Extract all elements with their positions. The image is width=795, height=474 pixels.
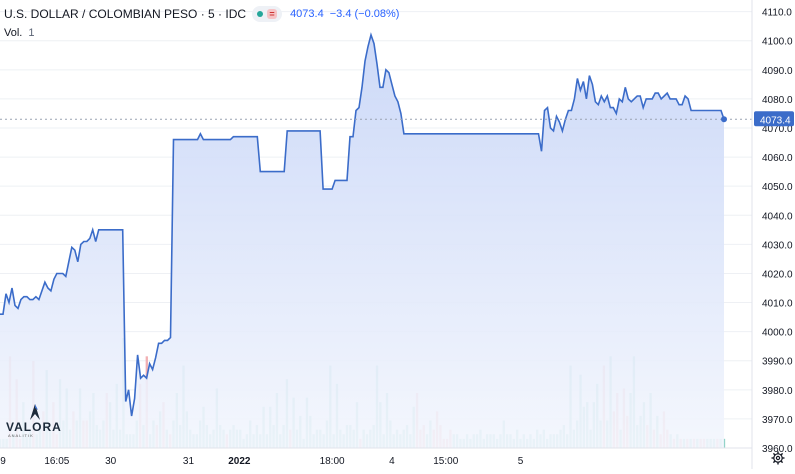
legend-change: −3.4 (−0.08%) [329,8,400,20]
y-tick-label: 4090.0 [762,66,793,77]
valora-logo: VALORA ANALITIK [6,402,66,438]
logo-subtitle: ANALITIK [8,433,34,438]
y-tick-label: 4070.0 [762,124,793,135]
market-open-dot-icon [257,11,264,17]
y-tick-label: 3980.0 [762,386,793,397]
x-tick-label: 31 [183,456,195,467]
y-tick-label: 4110.0 [762,8,792,19]
y-tick-label: 4100.0 [762,37,793,48]
data-delay-icon: = [267,9,278,19]
x-tick-label: 15:00 [433,456,458,467]
y-tick-label: 4000.0 [762,328,793,339]
chart-legend: U.S. DOLLAR / COLOMBIAN PESO · 5 · IDC =… [4,6,399,22]
valora-logo-mark-icon [30,404,40,420]
y-tick-label: 4020.0 [762,269,793,280]
y-tick-label: 3960.0 [762,444,793,455]
volume-label: Vol. [4,27,23,39]
y-tick-label: 3990.0 [762,357,793,368]
logo-name: VALORA [6,420,62,434]
x-tick-label: 4 [389,456,395,467]
y-tick-label: 3970.0 [762,415,793,426]
symbol-title[interactable]: U.S. DOLLAR / COLOMBIAN PESO · 5 · IDC [4,7,247,21]
volume-value: 1 [28,27,35,39]
last-price-dot [721,116,727,123]
y-tick-label: 4060.0 [762,153,793,164]
x-tick-label: 18:00 [320,456,345,467]
x-tick-label: 16:05 [44,456,69,467]
y-tick-label: 4040.0 [762,211,793,222]
last-price-label-bg [754,111,794,127]
volume-legend: Vol. 1 [4,27,34,39]
y-tick-label: 4080.0 [762,95,793,106]
x-tick-label: 5 [518,456,524,467]
x-tick-label: 9 [0,456,6,467]
x-tick-label: 30 [105,456,117,467]
y-tick-label: 4010.0 [762,299,793,310]
y-tick-label: 4030.0 [762,240,793,251]
last-price-label: 4073.4 [760,115,791,126]
market-status-pill[interactable]: = [252,6,283,22]
gear-icon[interactable] [771,451,785,465]
y-tick-label: 4050.0 [762,182,793,193]
price-line [0,32,725,417]
legend-price: 4073.4 [290,8,324,20]
price-area [0,34,724,449]
x-tick-label: 2022 [228,456,251,467]
